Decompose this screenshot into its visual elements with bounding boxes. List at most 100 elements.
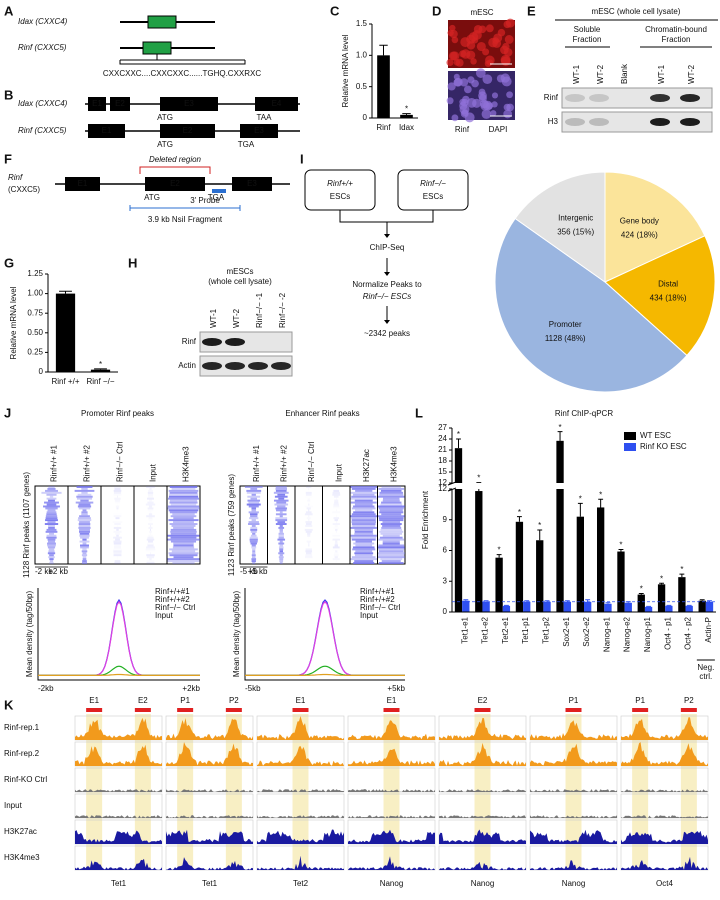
exon bbox=[255, 97, 298, 111]
profile-axes bbox=[244, 588, 405, 681]
heatmap-row bbox=[170, 530, 197, 533]
heatmap-row bbox=[308, 560, 309, 562]
sample-label: ESCs bbox=[423, 192, 443, 201]
fraction-label: Chromatin-bound bbox=[645, 25, 707, 34]
bar bbox=[377, 55, 390, 118]
heatmap-row bbox=[170, 532, 197, 535]
track-signal bbox=[257, 716, 344, 740]
track-signal bbox=[621, 830, 708, 844]
start-codon: ATG bbox=[144, 193, 160, 202]
nucleus bbox=[506, 91, 513, 99]
legend-label: Rinf KO ESC bbox=[640, 442, 687, 451]
error-bar bbox=[598, 498, 604, 508]
bar bbox=[563, 601, 572, 612]
band bbox=[202, 362, 222, 370]
blot-title: mESC (whole cell lysate) bbox=[592, 7, 681, 16]
heatmap-row bbox=[82, 552, 87, 555]
heatmap-row bbox=[46, 511, 57, 514]
gene-name: Nanog bbox=[562, 879, 586, 888]
gene-label: Rinf (CXXC5) bbox=[18, 126, 67, 135]
heatmap-row bbox=[355, 544, 373, 547]
significance: * bbox=[599, 490, 602, 499]
heatmap-row bbox=[380, 532, 403, 535]
y-tick-label: 18 bbox=[438, 456, 447, 465]
deleted-region-label: Deleted region bbox=[149, 155, 202, 164]
arrowhead bbox=[384, 320, 390, 324]
heatmap-row bbox=[170, 540, 197, 543]
heatmap-row bbox=[49, 495, 54, 498]
heatmap-row bbox=[246, 489, 262, 492]
track-signal bbox=[166, 789, 253, 792]
fragment-label: 3.9 kb NsiI Fragment bbox=[148, 215, 223, 224]
heatmap-row bbox=[307, 499, 311, 502]
heatmap-row bbox=[350, 501, 377, 504]
heatmap-row bbox=[333, 489, 340, 492]
heatmap-row bbox=[113, 536, 122, 539]
heatmap-row bbox=[351, 538, 376, 541]
significance: * bbox=[579, 494, 582, 503]
y-tick-label: 0.75 bbox=[27, 308, 43, 317]
heatmap-row bbox=[334, 499, 339, 502]
blot bbox=[199, 331, 293, 353]
bar bbox=[400, 114, 413, 118]
heatmap-row bbox=[252, 548, 256, 551]
flow-connector bbox=[339, 210, 434, 236]
heatmap-row bbox=[305, 491, 312, 494]
bar bbox=[624, 602, 632, 612]
heatmap-row bbox=[113, 491, 122, 494]
heatmap-row bbox=[167, 505, 200, 508]
heatmap-row bbox=[147, 544, 154, 547]
heatmap-row bbox=[167, 558, 200, 561]
heatmap-row bbox=[148, 540, 153, 543]
heatmap-row bbox=[251, 519, 256, 522]
track-label: H3K27ac bbox=[4, 827, 37, 836]
y-tick-label: 0.50 bbox=[27, 328, 43, 337]
heatmap-row bbox=[113, 515, 122, 518]
pie-slice bbox=[494, 217, 688, 393]
x-tick-label: Sox2-e2 bbox=[582, 616, 591, 646]
heatmap-row bbox=[382, 499, 400, 502]
heatmap-row bbox=[147, 491, 154, 494]
nucleus bbox=[471, 37, 479, 44]
heatmap-row bbox=[79, 540, 90, 543]
heatmap-row bbox=[354, 499, 373, 502]
track-signal bbox=[75, 717, 162, 740]
band bbox=[589, 118, 609, 126]
heatmap-row bbox=[167, 538, 200, 541]
nucleus bbox=[485, 24, 494, 33]
track-signal bbox=[166, 829, 253, 844]
heatmap-row bbox=[350, 534, 377, 537]
significance: * bbox=[498, 546, 501, 555]
heatmap-row bbox=[380, 489, 402, 492]
heatmap-row bbox=[45, 519, 58, 522]
bar bbox=[454, 448, 463, 612]
heatmap-column-label: Rinf−/− Ctrl bbox=[116, 441, 125, 482]
track-signal bbox=[348, 815, 435, 818]
heatmap-row bbox=[170, 528, 197, 531]
heatmap-row bbox=[146, 486, 155, 488]
heatmap-row bbox=[148, 509, 154, 511]
heatmap-column-label: Input bbox=[149, 463, 158, 482]
nucleus bbox=[473, 24, 483, 34]
motif: CXXCXXC....CXXCXXC......TGHQ.CXXRXC bbox=[103, 69, 261, 78]
heatmap-row bbox=[248, 511, 259, 514]
heatmap-row bbox=[168, 519, 199, 522]
heatmap-row bbox=[332, 546, 340, 549]
heatmap-range: -5 kb bbox=[240, 567, 258, 576]
heatmap-row bbox=[168, 497, 199, 500]
heatmap-row bbox=[113, 526, 122, 529]
nucleus bbox=[446, 58, 454, 67]
track-label: Rinf-rep.2 bbox=[4, 749, 40, 758]
bar bbox=[482, 601, 490, 612]
heatmap-row bbox=[378, 495, 405, 498]
heatmap-row bbox=[167, 507, 200, 510]
track-signal bbox=[257, 746, 344, 766]
heatmap-row bbox=[279, 550, 283, 553]
nucleus bbox=[460, 37, 471, 48]
heatmap-row bbox=[355, 509, 373, 512]
heatmap-row bbox=[248, 505, 259, 508]
heatmap-row bbox=[274, 495, 288, 498]
heatmap-row bbox=[170, 536, 197, 539]
heatmap-row bbox=[45, 515, 58, 518]
track-label: Input bbox=[4, 801, 23, 810]
